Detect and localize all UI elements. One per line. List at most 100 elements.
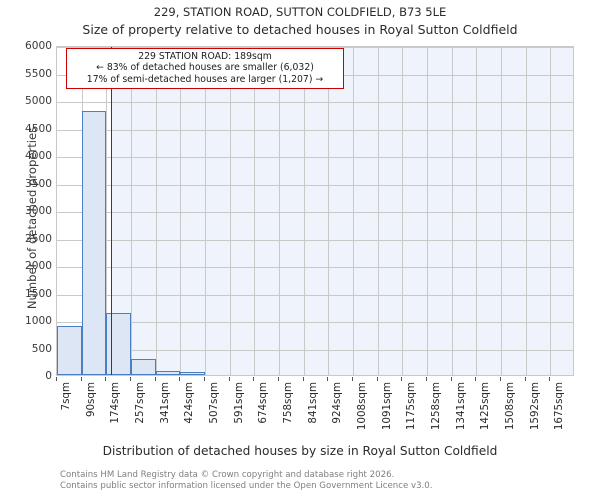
gridline-vertical xyxy=(328,47,330,375)
x-axis-tick-label: 1175sqm xyxy=(405,382,418,431)
gridline-vertical xyxy=(303,47,305,375)
annotation-line-2: ← 83% of detached houses are smaller (6,… xyxy=(96,62,314,74)
x-axis-tick-mark xyxy=(450,377,452,381)
y-axis-tick-label: 4500 xyxy=(25,122,52,135)
plot-area xyxy=(56,46,574,376)
gridline-vertical xyxy=(180,47,182,375)
x-axis-tick-label: 424sqm xyxy=(183,382,196,424)
annotation-line-1: 229 STATION ROAD: 189sqm xyxy=(138,51,272,62)
y-axis-tick-label: 2000 xyxy=(25,260,52,272)
x-axis-tick-label: 1592sqm xyxy=(528,382,541,431)
histogram-bar xyxy=(57,325,82,375)
gridline-vertical xyxy=(525,47,527,375)
x-axis-tick-mark xyxy=(56,377,57,381)
gridline-vertical xyxy=(229,47,231,375)
x-axis-tick-label: 507sqm xyxy=(208,382,220,424)
x-axis-tick-label: 1341sqm xyxy=(454,382,467,431)
gridline-vertical xyxy=(353,47,354,375)
x-axis-tick-label: 1675sqm xyxy=(553,382,566,431)
gridline-vertical xyxy=(377,47,379,375)
gridline-vertical xyxy=(254,47,256,375)
x-axis-tick-mark xyxy=(253,377,255,381)
x-axis-tick-mark xyxy=(475,377,477,381)
gridline-vertical xyxy=(501,47,502,375)
larger-region-shading xyxy=(110,47,573,375)
gridline-horizontal xyxy=(57,294,573,296)
gridline-vertical xyxy=(402,47,404,375)
footer-line-2: Contains public sector information licen… xyxy=(60,481,433,492)
gridline-vertical xyxy=(427,47,428,375)
attribution-footer: Contains HM Land Registry data © Crown c… xyxy=(60,470,432,493)
x-axis-tick-mark xyxy=(500,377,501,381)
x-axis-tick-label: 174sqm xyxy=(109,382,122,424)
gridline-horizontal xyxy=(57,349,573,351)
y-axis-tick-label: 6000 xyxy=(25,40,52,52)
plot-inner xyxy=(57,47,573,375)
gridline-vertical xyxy=(279,47,280,375)
gridline-horizontal xyxy=(57,267,573,268)
x-axis-tick-label: 758sqm xyxy=(282,382,294,424)
gridline-horizontal xyxy=(57,47,573,48)
y-axis-ticks: 0 500 1000 1500 2000 2500 3000 3500 4000 4500 5000… xyxy=(0,0,52,500)
x-axis-tick-mark xyxy=(278,377,279,381)
y-axis-tick-label: 0 xyxy=(45,370,52,382)
gridline-horizontal xyxy=(57,157,573,158)
x-axis-tick-mark xyxy=(228,377,230,381)
gridline-horizontal xyxy=(57,184,573,186)
x-axis-tick-label: 1258sqm xyxy=(430,382,442,431)
x-axis-tick-mark xyxy=(401,377,403,381)
x-axis-tick-mark xyxy=(130,377,131,381)
histogram-bar xyxy=(81,111,107,375)
y-axis-tick-label: 4000 xyxy=(25,150,52,162)
gridline-vertical xyxy=(106,47,108,375)
x-axis-tick-label: 341sqm xyxy=(158,382,171,424)
property-annotation-box: 229 STATION ROAD: 189sqm ← 83% of detach… xyxy=(66,48,344,89)
histogram-bar xyxy=(131,359,156,375)
annotation-line-3: 17% of semi-detached houses are larger (… xyxy=(86,73,324,85)
chart-title-subtitle: Size of property relative to detached ho… xyxy=(82,22,518,37)
x-axis-tick-mark xyxy=(426,377,427,381)
gridline-horizontal xyxy=(57,212,573,213)
x-axis-tick-label: 1091sqm xyxy=(380,382,393,431)
gridline-vertical xyxy=(205,47,206,375)
histogram-bar xyxy=(180,372,205,375)
gridline-vertical xyxy=(131,47,132,375)
x-axis-tick-mark xyxy=(549,377,551,381)
histogram-bar xyxy=(155,370,181,375)
gridline-horizontal xyxy=(57,322,573,323)
x-axis-tick-mark xyxy=(179,377,181,381)
x-axis-tick-mark xyxy=(302,377,304,381)
gridline-horizontal xyxy=(57,129,573,131)
x-axis-tick-mark xyxy=(154,377,156,381)
x-axis-tick-label: 1508sqm xyxy=(504,382,516,431)
x-axis-tick-mark xyxy=(105,377,107,381)
y-axis-tick-label: 3000 xyxy=(25,205,52,217)
x-axis-tick-label: 591sqm xyxy=(232,382,245,424)
gridline-horizontal xyxy=(57,102,573,103)
footer-line-1: Contains HM Land Registry data © Crown c… xyxy=(60,470,395,480)
x-axis-tick-label: 90sqm xyxy=(84,382,97,418)
x-axis-label: Distribution of detached houses by size … xyxy=(102,444,498,458)
x-axis-tick-label: 1008sqm xyxy=(356,382,368,431)
x-axis-tick-mark xyxy=(376,377,378,381)
x-axis-tick-mark xyxy=(352,377,353,381)
chart-title-address: 229, STATION ROAD, SUTTON COLDFIELD, B73… xyxy=(153,5,447,19)
x-axis-tick-mark xyxy=(80,377,82,381)
gridline-vertical xyxy=(155,47,157,375)
x-axis-tick-mark xyxy=(524,377,526,381)
x-axis-tick-mark xyxy=(327,377,329,381)
y-axis-tick-label: 1500 xyxy=(25,287,52,300)
y-axis-tick-label: 2500 xyxy=(25,232,52,245)
histogram-bar xyxy=(106,313,131,375)
y-axis-tick-label: 5000 xyxy=(25,95,52,107)
x-axis-tick-label: 1425sqm xyxy=(479,382,492,431)
x-axis-tick-label: 841sqm xyxy=(306,382,319,424)
property-size-marker-line xyxy=(110,47,113,375)
gridline-horizontal xyxy=(57,239,573,241)
x-axis-tick-label: 7sqm xyxy=(60,382,72,411)
y-axis-tick-label: 1000 xyxy=(25,315,52,327)
y-axis-label: Number of detached properties xyxy=(25,126,39,310)
x-axis-tick-label: 674sqm xyxy=(257,382,270,424)
y-axis-tick-label: 500 xyxy=(31,342,52,355)
